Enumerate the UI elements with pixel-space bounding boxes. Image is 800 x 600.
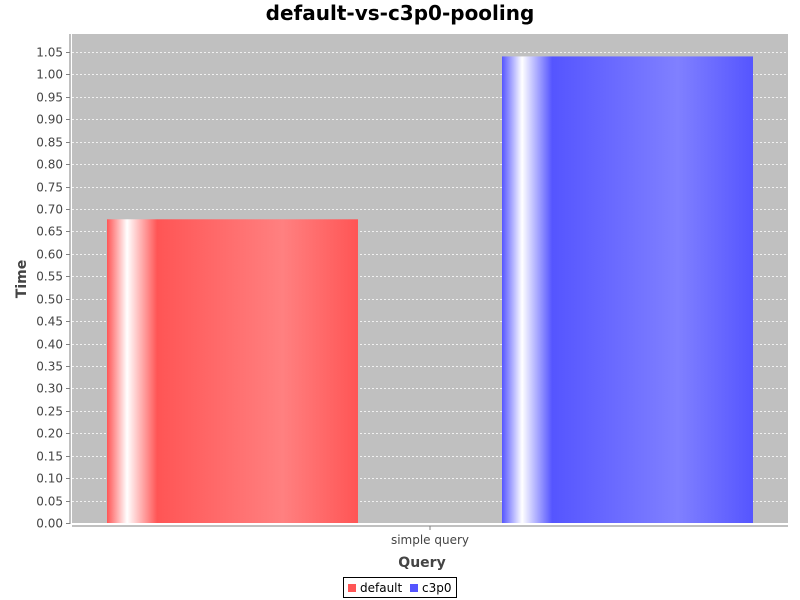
y-tick-label: 0.95	[36, 91, 63, 105]
chart-title: default-vs-c3p0-pooling	[266, 1, 535, 25]
bar-c3p0	[502, 56, 753, 524]
y-tick-label: 0.40	[36, 338, 63, 352]
y-tick-label: 0.35	[36, 360, 63, 374]
x-axis-ticks: simple query	[391, 526, 469, 547]
y-tick-label: 0.50	[36, 293, 63, 307]
y-axis-ticks: 0.00 0.05 0.10 0.15 0.20 0.25 0.30 0.35 0.40 0.45…	[36, 46, 70, 531]
y-tick-label: 0.85	[36, 136, 63, 150]
y-tick-label: 0.25	[36, 405, 63, 419]
y-tick-label: 0.75	[36, 181, 63, 195]
y-tick-label: 1.00	[36, 68, 63, 82]
y-tick-label: 0.00	[36, 517, 63, 531]
y-tick-label: 0.55	[36, 270, 63, 284]
y-tick-label: 0.15	[36, 450, 63, 464]
legend: default c3p0	[343, 577, 457, 598]
y-axis-title: Time	[14, 260, 30, 298]
y-tick-label: 1.05	[36, 46, 63, 60]
y-tick-label: 0.90	[36, 113, 63, 127]
y-tick-label: 0.80	[36, 158, 63, 172]
y-tick-label: 0.45	[36, 315, 63, 329]
bars	[107, 56, 753, 524]
y-tick-label: 0.20	[36, 427, 63, 441]
legend-label-default: default	[360, 581, 403, 595]
legend-swatch-c3p0	[410, 584, 418, 592]
legend-swatch-default	[348, 584, 356, 592]
y-tick-label: 0.30	[36, 382, 63, 396]
legend-box	[343, 577, 457, 598]
y-tick-label: 0.60	[36, 248, 63, 262]
y-tick-label: 0.05	[36, 495, 63, 509]
y-tick-label: 0.70	[36, 203, 63, 217]
y-tick-label: 0.65	[36, 225, 63, 239]
bar-default	[107, 219, 358, 523]
x-tick-label: simple query	[391, 533, 469, 547]
x-axis-title: Query	[398, 555, 445, 571]
y-tick-label: 0.10	[36, 472, 63, 486]
legend-label-c3p0: c3p0	[422, 581, 451, 595]
